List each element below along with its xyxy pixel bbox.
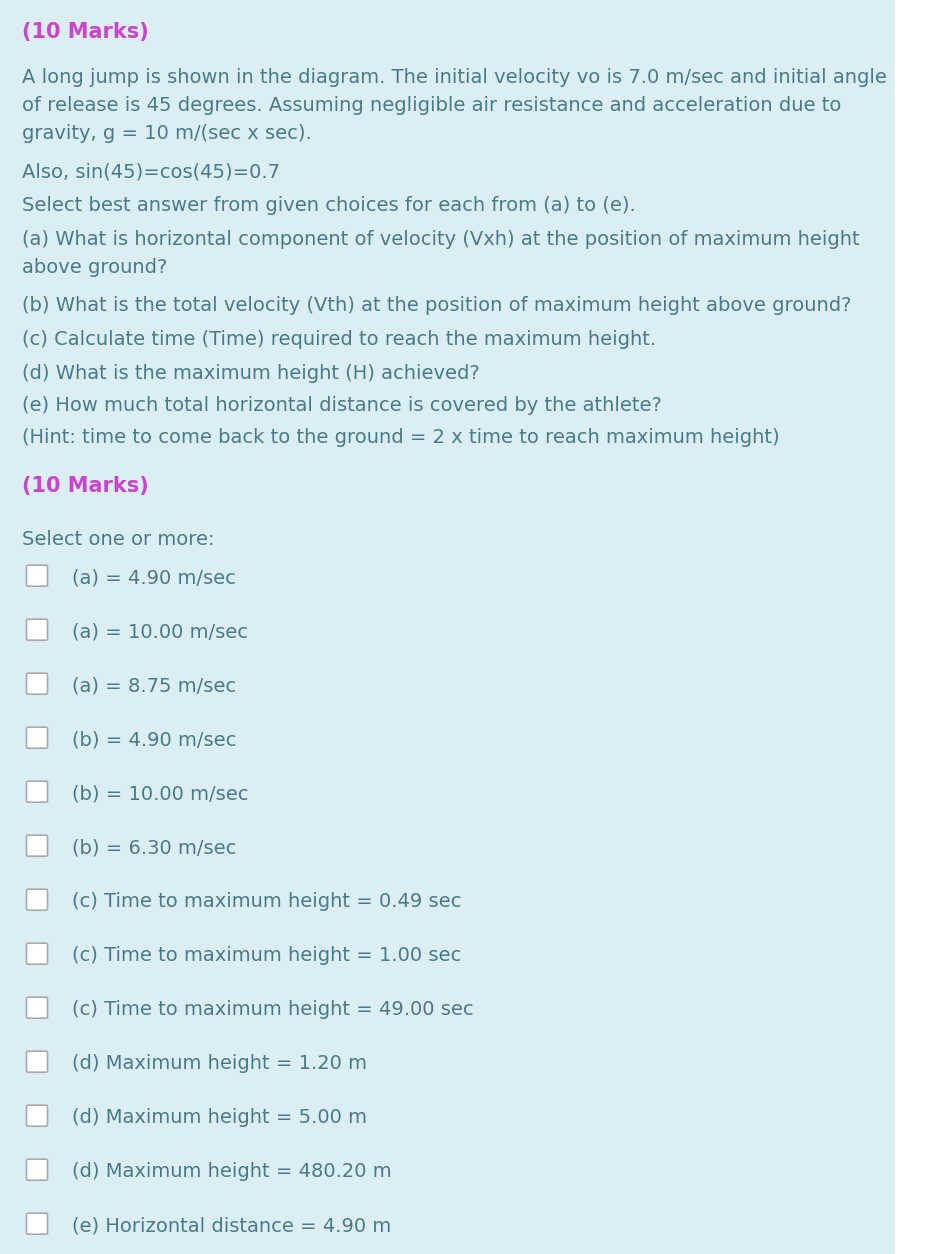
FancyBboxPatch shape [27, 619, 48, 641]
Text: (a) = 4.90 m/sec: (a) = 4.90 m/sec [72, 568, 236, 587]
Text: above ground?: above ground? [22, 258, 168, 277]
Text: (d) Maximum height = 5.00 m: (d) Maximum height = 5.00 m [72, 1109, 367, 1127]
Text: (Hint: time to come back to the ground = 2 x time to reach maximum height): (Hint: time to come back to the ground =… [22, 428, 780, 446]
Text: gravity, g = 10 m/(sec x sec).: gravity, g = 10 m/(sec x sec). [22, 124, 311, 143]
Text: (e) Horizontal distance = 4.90 m: (e) Horizontal distance = 4.90 m [72, 1216, 391, 1235]
Text: (c) Calculate time (Time) required to reach the maximum height.: (c) Calculate time (Time) required to re… [22, 330, 656, 349]
Text: (d) What is the maximum height (H) achieved?: (d) What is the maximum height (H) achie… [22, 364, 480, 382]
Text: (10 Marks): (10 Marks) [22, 23, 149, 41]
FancyBboxPatch shape [27, 1213, 48, 1234]
Text: (a) What is horizontal component of velocity (Vxh) at the position of maximum he: (a) What is horizontal component of velo… [22, 229, 860, 250]
Text: (e) How much total horizontal distance is covered by the athlete?: (e) How much total horizontal distance i… [22, 396, 662, 415]
FancyBboxPatch shape [27, 1051, 48, 1072]
Text: A long jump is shown in the diagram. The initial velocity vo is 7.0 m/sec and in: A long jump is shown in the diagram. The… [22, 68, 887, 87]
Text: (a) = 10.00 m/sec: (a) = 10.00 m/sec [72, 622, 248, 641]
FancyBboxPatch shape [27, 566, 48, 586]
Text: Select one or more:: Select one or more: [22, 530, 214, 549]
FancyBboxPatch shape [27, 1159, 48, 1180]
FancyBboxPatch shape [27, 1105, 48, 1126]
Text: (c) Time to maximum height = 49.00 sec: (c) Time to maximum height = 49.00 sec [72, 999, 474, 1020]
Text: (c) Time to maximum height = 0.49 sec: (c) Time to maximum height = 0.49 sec [72, 892, 462, 910]
FancyBboxPatch shape [27, 727, 48, 749]
Text: of release is 45 degrees. Assuming negligible air resistance and acceleration du: of release is 45 degrees. Assuming negli… [22, 97, 842, 115]
Text: Also, sin(45)=cos(45)=0.7: Also, sin(45)=cos(45)=0.7 [22, 162, 280, 181]
Text: (d) Maximum height = 480.20 m: (d) Maximum height = 480.20 m [72, 1162, 391, 1181]
FancyBboxPatch shape [27, 835, 48, 856]
FancyBboxPatch shape [27, 673, 48, 695]
Text: (10 Marks): (10 Marks) [22, 477, 149, 497]
FancyBboxPatch shape [27, 781, 48, 803]
Text: (b) = 10.00 m/sec: (b) = 10.00 m/sec [72, 784, 248, 803]
Bar [895, 0, 952, 1254]
FancyBboxPatch shape [27, 889, 48, 910]
Text: Select best answer from given choices for each from (a) to (e).: Select best answer from given choices fo… [22, 196, 636, 214]
Text: (a) = 8.75 m/sec: (a) = 8.75 m/sec [72, 676, 236, 695]
Text: (c) Time to maximum height = 1.00 sec: (c) Time to maximum height = 1.00 sec [72, 946, 462, 966]
FancyBboxPatch shape [27, 943, 48, 964]
Text: (b) = 6.30 m/sec: (b) = 6.30 m/sec [72, 838, 236, 856]
Text: (b) = 4.90 m/sec: (b) = 4.90 m/sec [72, 730, 236, 749]
Text: (d) Maximum height = 1.20 m: (d) Maximum height = 1.20 m [72, 1055, 367, 1073]
Text: (b) What is the total velocity (Vth) at the position of maximum height above gro: (b) What is the total velocity (Vth) at … [22, 296, 851, 315]
FancyBboxPatch shape [27, 997, 48, 1018]
